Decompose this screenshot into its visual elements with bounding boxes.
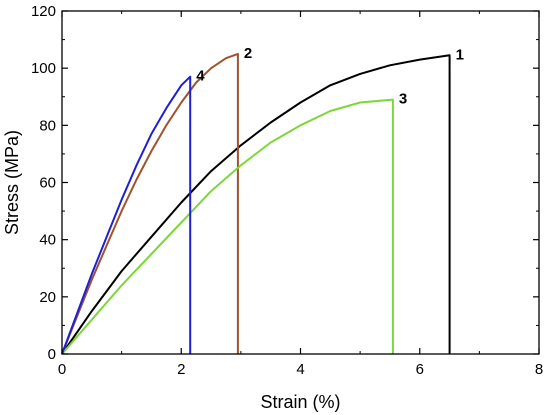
x-tick-label: 0 [58,361,66,378]
series-line-4 [61,75,192,355]
x-tick-label: 8 [535,361,543,378]
x-axis-title: Strain (%) [260,392,340,412]
series-label-1: 1 [456,46,464,63]
x-tick-label: 2 [177,361,185,378]
y-axis-title: Stress (MPa) [2,130,22,235]
y-tick-label: 120 [31,3,56,20]
plot-frame [61,10,540,355]
y-tick-label: 80 [39,117,56,134]
series-line-3 [61,98,394,355]
series-label-3: 3 [399,91,407,108]
x-tick-label: 4 [296,361,304,378]
series-label-4: 4 [196,68,205,85]
y-tick-label: 40 [39,232,56,249]
x-tick-label: 6 [416,361,424,378]
ticks-layer [61,10,540,355]
y-tick-label: 60 [39,175,56,192]
series-label-2: 2 [244,45,252,62]
y-tick-label: 20 [39,289,56,306]
series-line-1 [61,54,451,355]
series-layer [61,52,451,355]
y-tick-label: 100 [31,60,56,77]
series-line-2 [61,52,239,355]
y-tick-label: 0 [48,346,56,363]
